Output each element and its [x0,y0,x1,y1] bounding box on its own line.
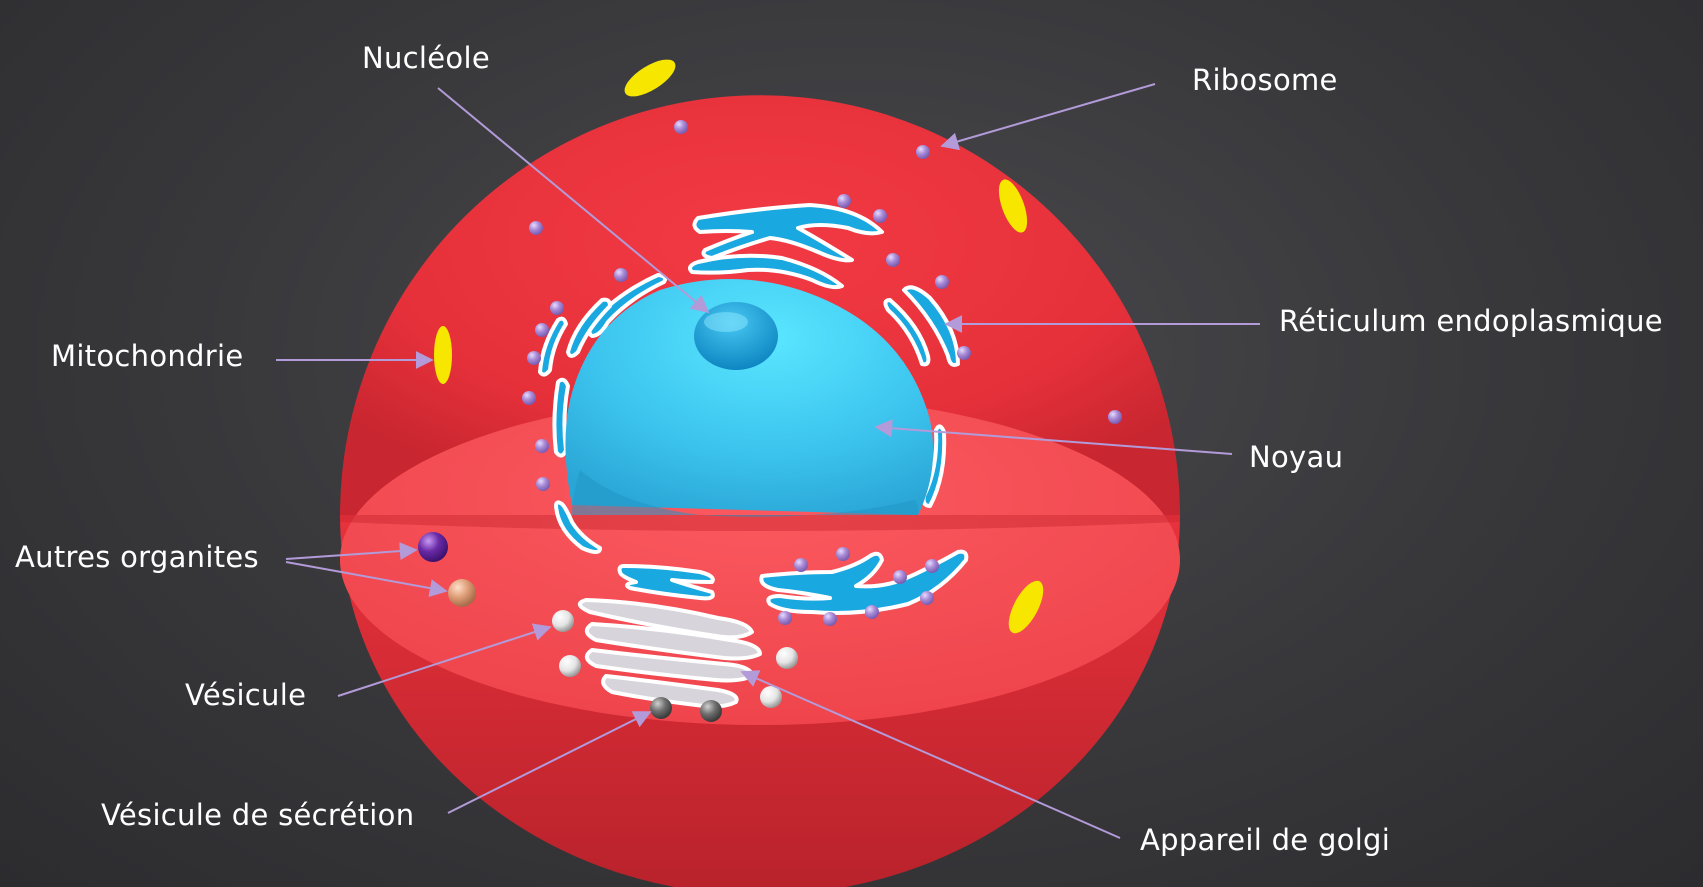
label-noyau: Noyau [1249,440,1344,474]
other-organelle-purple [418,532,448,562]
label-appareil-golgi: Appareil de golgi [1140,823,1391,857]
ribosome [794,558,808,572]
leader-vesicule [337,623,552,697]
ribosome [916,145,930,159]
vesicle [552,610,574,632]
ribosome [535,323,549,337]
secretory-vesicle [700,700,722,722]
mitochondria [1008,580,1044,634]
leader-autres-2 [285,561,448,597]
mitochondria [434,326,452,384]
label-vesicule-secretion: Vésicule de sécrétion [101,798,415,832]
ribosome [778,611,792,625]
ribosome [886,253,900,267]
ribosome [535,439,549,453]
vesicle [559,655,581,677]
ribosome [674,120,688,134]
vesicle [760,686,782,708]
ribosome [550,301,564,315]
cell-inner-shade [340,515,1180,531]
ribosome [957,346,971,360]
golgi-apparatus [578,598,762,709]
label-vesicule: Vésicule [185,678,307,712]
cell-cut-surface [340,395,1180,725]
ribosome [837,194,851,208]
leader-lines [276,83,1260,839]
secretory-vesicle [650,697,672,719]
other-organelle-peach [448,579,476,607]
mitochondria [998,179,1028,233]
leader-ribosome [940,83,1156,151]
leader-autres-1 [285,542,418,561]
ribosome [865,605,879,619]
vesicle [776,647,798,669]
label-reticulum: Réticulum endoplasmique [1279,304,1663,338]
ribosome [823,612,837,626]
nucleolus-highlight [704,312,748,332]
leader-golgi [740,670,1121,839]
ribosome [614,268,628,282]
ribosome [935,275,949,289]
label-ribosome: Ribosome [1192,63,1338,97]
ribosome [522,391,536,405]
ribosome [536,477,550,491]
nucleus [565,279,934,515]
ribosome [925,559,939,573]
ribosome [836,547,850,561]
ribosome [920,591,934,605]
leader-nucleole [437,87,710,314]
nucleolus [694,302,778,370]
label-nucleole: Nucléole [362,41,490,75]
ribosome-group [522,120,1122,626]
ribosome [529,221,543,235]
ribosome [893,570,907,584]
mitochondria [624,59,676,97]
ribosome [527,351,541,365]
label-mitochondrie: Mitochondrie [51,339,244,373]
label-autres-organites: Autres organites [15,540,259,574]
nucleus-shadow [572,470,919,517]
ribosome [1108,410,1122,424]
leader-noyau [874,419,1233,455]
ribosome [873,209,887,223]
leader-vesicule-secretion [447,711,652,814]
endoplasmic-reticulum [538,203,969,615]
